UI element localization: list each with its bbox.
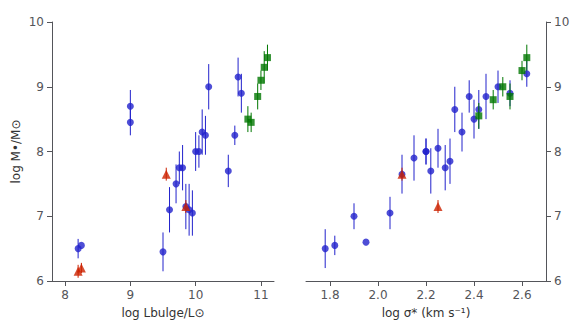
svg-text:6: 6 (36, 274, 44, 288)
svg-text:9: 9 (36, 80, 44, 94)
svg-text:log M•/M⊙: log M•/M⊙ (9, 120, 23, 184)
svg-text:9: 9 (554, 80, 562, 94)
svg-text:7: 7 (36, 209, 44, 223)
svg-text:11: 11 (253, 288, 268, 302)
svg-text:6: 6 (554, 274, 562, 288)
svg-text:8: 8 (36, 145, 44, 159)
svg-text:7: 7 (554, 209, 562, 223)
svg-text:10: 10 (554, 15, 569, 29)
svg-text:9: 9 (127, 288, 135, 302)
svg-text:log σ* (km s⁻¹): log σ* (km s⁻¹) (382, 306, 471, 320)
svg-text:2.0: 2.0 (368, 288, 387, 302)
svg-text:2.6: 2.6 (512, 288, 531, 302)
svg-text:10: 10 (29, 15, 44, 29)
svg-text:2.4: 2.4 (464, 288, 483, 302)
svg-text:8: 8 (554, 145, 562, 159)
svg-text:8: 8 (61, 288, 69, 302)
svg-text:1.8: 1.8 (320, 288, 339, 302)
svg-text:2.2: 2.2 (416, 288, 435, 302)
svg-text:10: 10 (188, 288, 203, 302)
svg-text:log Lbulge/L⊙: log Lbulge/L⊙ (121, 306, 204, 320)
